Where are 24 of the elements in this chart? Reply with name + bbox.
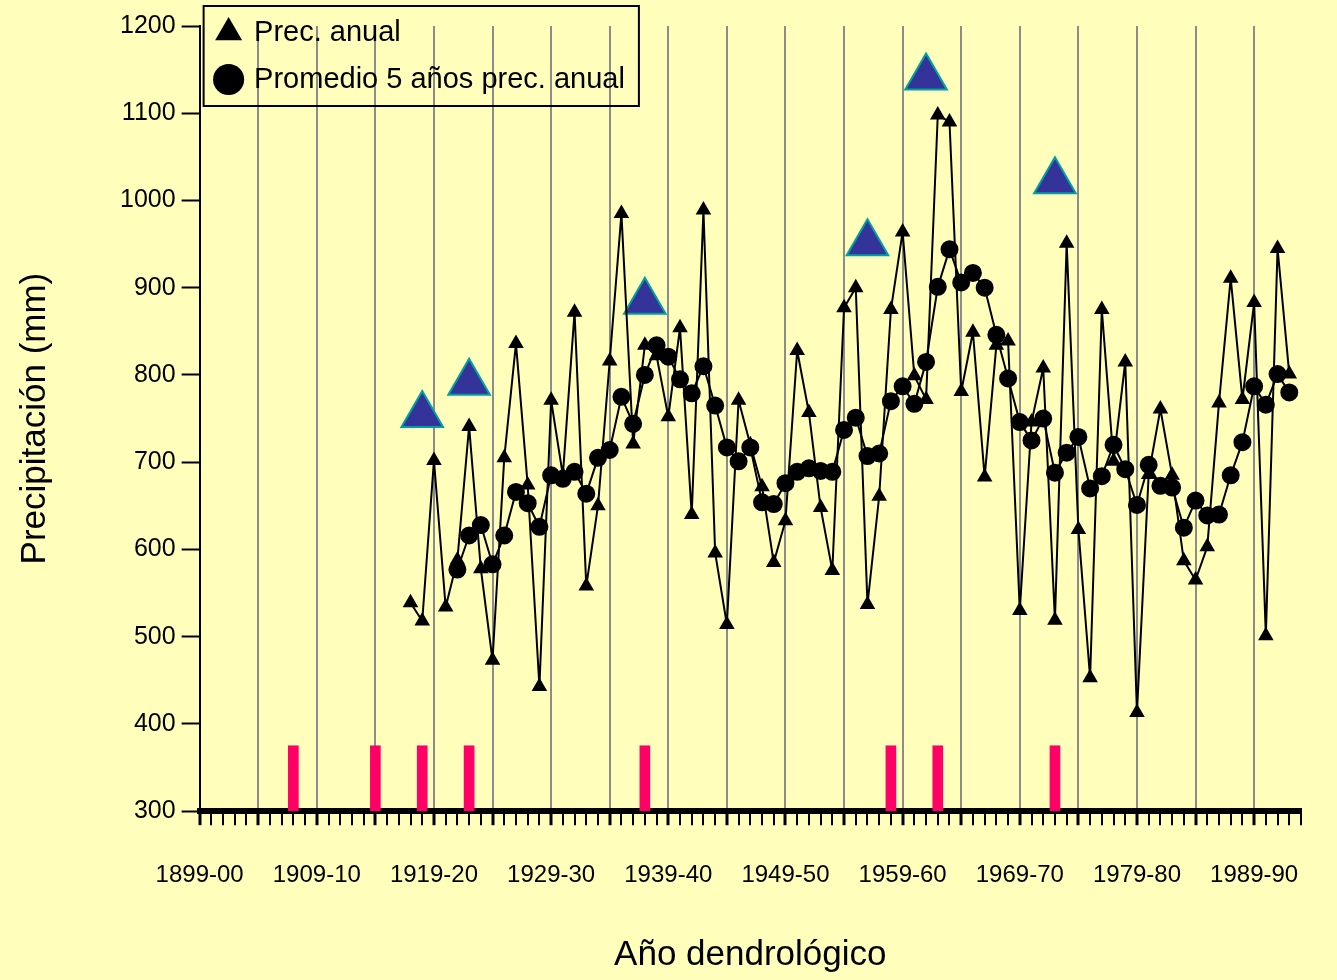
y-tick-label: 1000: [119, 184, 176, 213]
legend-label: Promedio 5 años prec. anual: [254, 61, 625, 94]
x-tick-label: 1959-60: [858, 860, 947, 888]
y-tick-label: 800: [133, 358, 176, 387]
y-tick-label: 700: [133, 446, 176, 475]
x-tick-label: 1929-30: [507, 860, 596, 888]
y-tick-label: 500: [133, 620, 176, 649]
y-tick-label: 600: [133, 533, 176, 562]
x-tick-label: 1989-90: [1210, 860, 1299, 888]
legend-label: Prec. anual: [254, 14, 401, 47]
y-tick-label: 400: [133, 707, 176, 736]
x-tick-label: 1939-40: [624, 860, 713, 888]
x-tick-label: 1899-00: [155, 860, 244, 888]
y-axis-title: Precipitación (mm): [12, 272, 52, 565]
y-tick-label: 1200: [119, 9, 176, 38]
y-tick-label: 900: [133, 271, 176, 300]
x-tick-label: 1979-80: [1092, 860, 1181, 888]
x-axis-title: Año dendrológico: [614, 932, 887, 972]
x-tick-label: 1909-10: [272, 860, 361, 888]
x-tick-label: 1919-20: [389, 860, 478, 888]
x-tick-label: 1949-50: [741, 860, 830, 888]
y-tick-label: 300: [133, 795, 176, 824]
y-tick-label: 1100: [121, 97, 176, 126]
x-tick-label: 1969-70: [975, 860, 1064, 888]
